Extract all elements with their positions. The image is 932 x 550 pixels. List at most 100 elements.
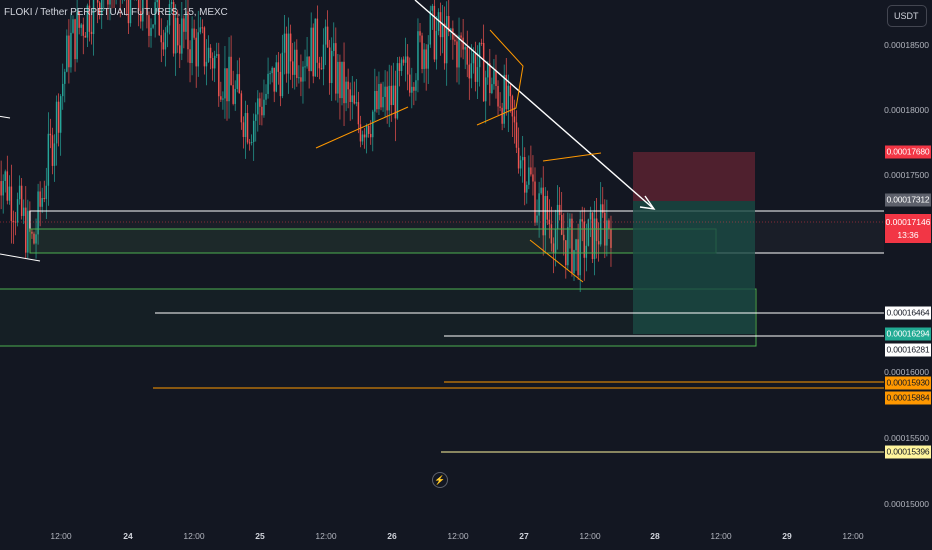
candle-body [499, 106, 501, 108]
candle-body [384, 86, 386, 97]
orange-level-price-tag[interactable]: 0.00015930 [885, 376, 931, 390]
orange-trendline-2[interactable] [542, 152, 602, 162]
candle-body [595, 218, 598, 242]
left-wedge-drawing[interactable] [0, 115, 11, 119]
candle-body [168, 4, 171, 26]
take-profit-zone[interactable] [633, 201, 755, 334]
candle-body [591, 212, 594, 260]
candle-body [96, 0, 99, 3]
candle-body [388, 85, 390, 111]
time-tick-day: 28 [650, 531, 660, 541]
candle-body [509, 85, 512, 97]
candle-body [433, 5, 436, 60]
candle-body [374, 90, 376, 112]
downtrend-arrowhead [639, 195, 656, 210]
candle-body [267, 73, 269, 94]
candle-body [351, 95, 353, 103]
level-price-tag[interactable]: 0.00016281 [885, 343, 931, 357]
time-axis[interactable]: 12:00 24 12:00 25 12:00 26 12:00 27 12:0… [0, 523, 884, 550]
candle-body [349, 89, 351, 103]
candle-body [310, 27, 312, 72]
candle-body [402, 59, 405, 63]
candle-body [242, 122, 245, 137]
time-tick-day: 24 [123, 531, 133, 541]
candle-body [376, 90, 378, 110]
take-profit-price-tag[interactable]: 0.00016294 [885, 327, 931, 341]
demand-zone-green[interactable] [29, 228, 717, 254]
candle-body [398, 63, 401, 71]
candle-body [160, 35, 163, 43]
candle-body [587, 219, 590, 246]
candle-body [417, 31, 419, 81]
orange-level-price-tag[interactable]: 0.00015884 [885, 391, 931, 405]
left-trend-line[interactable] [0, 253, 41, 262]
candle-body [312, 27, 314, 77]
candle-body [209, 47, 212, 59]
orange-trendline-1[interactable] [315, 106, 409, 149]
candle-body [491, 84, 493, 94]
candle-body [546, 195, 549, 220]
candle-body [285, 33, 288, 74]
candle-body [43, 198, 45, 200]
candle-body [443, 23, 446, 64]
candle-body [396, 63, 399, 119]
candle-body [343, 61, 345, 104]
candle-body [335, 43, 337, 94]
candle-body [589, 212, 592, 220]
price-axis[interactable]: 0.00018500 0.00018000 0.00017500 0.00016… [884, 0, 932, 550]
candle-body [248, 142, 251, 144]
price-tick: 0.00017500 [884, 170, 929, 180]
candle-body [519, 160, 522, 169]
candle-body [472, 53, 475, 64]
stop-loss-zone[interactable] [633, 152, 755, 201]
candle-body [234, 88, 236, 104]
candle-body [236, 74, 238, 89]
candle-body [435, 30, 438, 60]
candle-body [460, 35, 462, 38]
currency-button[interactable]: USDT [887, 5, 927, 27]
price-chart[interactable] [0, 0, 884, 523]
candle-body [602, 204, 604, 213]
downtrend-arrow[interactable] [414, 0, 655, 210]
candle-body [25, 207, 27, 253]
stop-loss-price-tag[interactable]: 0.00017680 [885, 145, 931, 159]
candle-body [577, 239, 579, 276]
candle-body [308, 56, 310, 72]
symbol-title[interactable]: FLOKI / Tether PERPETUAL FUTURES, 15, ME… [4, 7, 228, 18]
candle-body [452, 28, 454, 40]
candle-body [316, 18, 319, 63]
candle-body [363, 134, 366, 138]
time-tick-day: 27 [519, 531, 529, 541]
current-price-tag[interactable]: 0.00017146 13:36 [885, 214, 931, 243]
candle-body [448, 16, 450, 32]
orange-flag-drawing[interactable] [476, 29, 524, 126]
lightning-icon[interactable]: ⚡ [432, 472, 448, 488]
level-price-tag[interactable]: 0.00016464 [885, 306, 931, 320]
candle-body [462, 37, 464, 50]
chart-canvas[interactable]: FLOKI / Tether PERPETUAL FUTURES, 15, ME… [0, 0, 884, 523]
candle-body [18, 185, 21, 200]
candle-body [10, 186, 13, 221]
candle-body [273, 67, 275, 92]
candle-body [59, 96, 62, 133]
candle-body [277, 62, 280, 72]
orange-trendline-3[interactable] [529, 239, 584, 283]
candle-body [80, 24, 82, 28]
candle-body [92, 0, 95, 35]
candle-body [563, 234, 565, 241]
candle-body [345, 81, 347, 104]
candle-body [230, 56, 232, 86]
candle-body [6, 171, 9, 201]
candle-body [185, 11, 187, 32]
time-tick-day: 25 [255, 531, 265, 541]
candle-body [296, 49, 298, 78]
candle-body [283, 33, 286, 53]
candle-body [158, 0, 160, 36]
candle-body [41, 198, 43, 207]
candle-body [560, 214, 563, 235]
candle-body [275, 62, 278, 92]
entry-price-tag[interactable]: 0.00017312 [885, 193, 931, 207]
candle-body [2, 180, 4, 196]
yellow-level-price-tag[interactable]: 0.00015396 [885, 445, 931, 459]
candle-body [22, 207, 25, 216]
